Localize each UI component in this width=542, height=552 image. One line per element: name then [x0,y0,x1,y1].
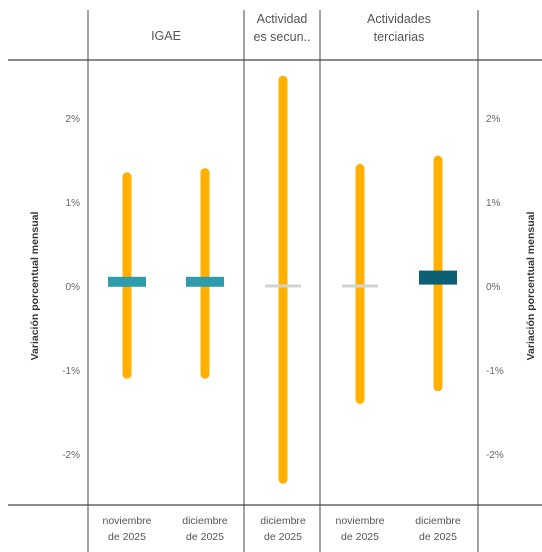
category-label: de 2025 [341,531,379,543]
panel: IGAE noviembre de 2025 diciembre de 2025 [102,29,227,543]
right-y-tick-label: 2% [486,114,501,125]
left-y-axis: -2% -1% 0% 1% 2% Variación porcentual mensual [29,114,80,461]
category-label: diciembre [415,515,461,527]
estimate-marker [419,270,457,285]
y-tick-label: 2% [66,114,81,125]
panel-title: es secun.. [254,30,311,44]
right-y-axis: -2% -1% 0% 1% 2% Variación porcentual mensual [486,114,537,461]
estimate-marker [186,276,224,287]
estimate-marker [265,284,301,288]
right-y-axis-title: Variación porcentual mensual [525,212,537,361]
category-label: noviembre [102,515,151,527]
right-y-tick-label: -2% [486,450,504,461]
panel-title: IGAE [151,29,181,43]
estimate-marker [108,276,146,287]
estimate-marker [342,284,378,288]
category-label: de 2025 [419,531,457,543]
category-label: noviembre [335,515,384,527]
y-tick-label: -1% [62,366,80,377]
right-y-tick-label: 0% [486,282,501,293]
right-y-tick-label: -1% [486,366,504,377]
y-tick-label: 1% [66,198,81,209]
category-label: de 2025 [186,531,224,543]
right-y-tick-label: 1% [486,198,501,209]
category-label: de 2025 [264,531,302,543]
category-label: diciembre [182,515,228,527]
category-label: de 2025 [108,531,146,543]
y-tick-label: -2% [62,450,80,461]
panel: Actividad es secun.. diciembre de 2025 [254,12,311,543]
chart-frame [8,10,542,552]
panel-title: Actividad [257,12,308,26]
y-tick-label: 0% [66,282,81,293]
panel: Actividades terciarias noviembre de 2025 dic… [335,12,460,543]
category-label: diciembre [260,515,306,527]
panel-title: Actividades [367,12,431,26]
panel-title: terciarias [374,30,425,44]
y-axis-title: Variación porcentual mensual [29,212,41,361]
